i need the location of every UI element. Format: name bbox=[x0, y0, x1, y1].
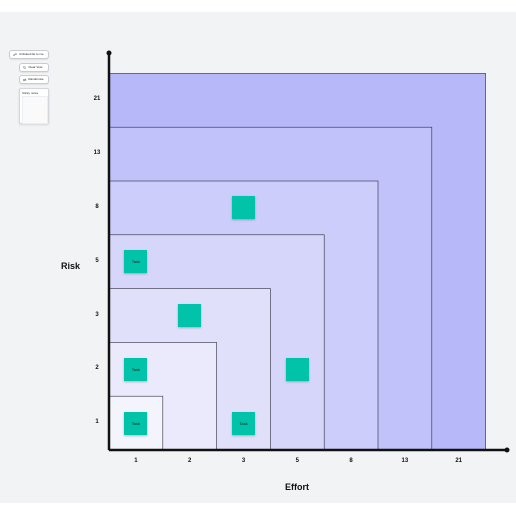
x-axis-label: Effort bbox=[285, 482, 309, 492]
x-tick-label: 3 bbox=[241, 458, 246, 464]
link-icon: ☍ bbox=[13, 52, 18, 57]
y-axis-arrow bbox=[106, 50, 112, 56]
sticky-note-label: Task bbox=[131, 366, 140, 372]
unlinked-list-label: Unlinked list to me bbox=[19, 52, 44, 56]
x-tick-label: 2 bbox=[188, 458, 192, 464]
y-tick-label: 1 bbox=[95, 419, 99, 426]
y-tick-label: 8 bbox=[95, 203, 99, 210]
sticky-note-label: Task bbox=[131, 259, 140, 265]
unlinked-list-button[interactable]: ☍ Unlinked list to me bbox=[9, 50, 49, 59]
x-tick-label: 8 bbox=[349, 458, 353, 464]
sticky-note[interactable]: Task bbox=[124, 250, 148, 274]
sticky-notes-title: Sticky notes bbox=[22, 91, 39, 95]
clear-vote-label: Clear Vote bbox=[28, 65, 43, 69]
x-tick-label: 21 bbox=[455, 458, 463, 464]
y-tick-label: 21 bbox=[93, 96, 101, 103]
x-tick-label: 13 bbox=[401, 458, 409, 464]
randomise-button[interactable]: ⇄ Randomise bbox=[19, 75, 49, 84]
x-axis-arrow bbox=[504, 447, 510, 453]
sticky-note-label: Task bbox=[239, 420, 248, 426]
x-tick-label: 1 bbox=[134, 458, 138, 464]
y-tick-label: 5 bbox=[95, 257, 99, 264]
sticky-note-label: Task bbox=[131, 420, 140, 426]
y-tick-label: 13 bbox=[93, 150, 101, 157]
sticky-note[interactable] bbox=[178, 304, 202, 327]
refresh-icon: ↻ bbox=[23, 65, 27, 70]
sticky-note[interactable]: Task bbox=[232, 411, 255, 435]
sticky-note[interactable]: Task bbox=[124, 411, 148, 435]
sticky-notes-stack bbox=[22, 96, 48, 124]
sticky-note[interactable] bbox=[232, 196, 255, 220]
sticky-note[interactable] bbox=[285, 357, 309, 381]
shuffle-icon: ⇄ bbox=[23, 77, 27, 82]
sticky-note[interactable]: Task bbox=[124, 357, 148, 381]
y-tick-label: 3 bbox=[95, 311, 99, 318]
clear-vote-button[interactable]: ↻ Clear Vote bbox=[19, 63, 49, 72]
y-tick-label: 2 bbox=[95, 365, 99, 372]
randomise-label: Randomise bbox=[28, 77, 44, 81]
sticky-notes-card[interactable]: Sticky notes bbox=[19, 88, 49, 124]
y-axis-label: Risk bbox=[61, 261, 81, 271]
x-tick-label: 5 bbox=[295, 458, 299, 464]
